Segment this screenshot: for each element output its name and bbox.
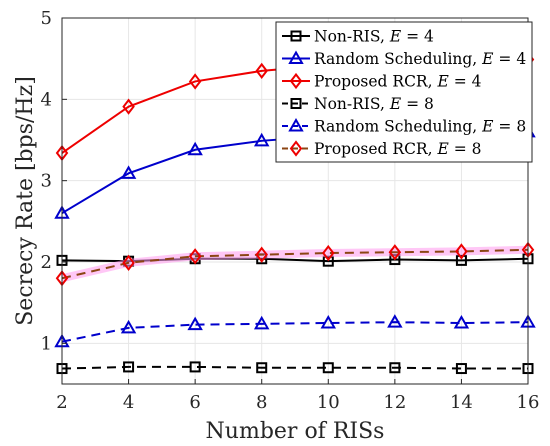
legend-label-var: E bbox=[389, 95, 402, 113]
legend-marker bbox=[288, 50, 304, 64]
series-line bbox=[61, 365, 528, 370]
legend-label-text: Proposed RCR, bbox=[314, 73, 437, 91]
legend-entry: Non-RIS, E = 8 bbox=[282, 95, 434, 113]
y-tick-label: 3 bbox=[41, 171, 52, 192]
data-point bbox=[188, 248, 202, 265]
x-axis-label: Number of RISs bbox=[206, 419, 385, 444]
data-point bbox=[253, 315, 270, 330]
legend-label-var: E bbox=[389, 28, 402, 46]
legend-label-var: E bbox=[436, 140, 449, 158]
legend-label-eq: = 8 bbox=[449, 140, 482, 158]
axes bbox=[61, 17, 529, 385]
data-point bbox=[320, 314, 337, 329]
legend-marker bbox=[289, 72, 303, 90]
plot-frame bbox=[61, 17, 529, 385]
data-point bbox=[455, 363, 467, 375]
data-point bbox=[120, 319, 137, 334]
y-tick-label: 1 bbox=[41, 333, 52, 354]
data-point bbox=[253, 132, 270, 147]
data-point bbox=[255, 62, 268, 80]
y-tick-label: 2 bbox=[41, 252, 52, 273]
data-point bbox=[122, 98, 135, 115]
legend-marker bbox=[290, 98, 302, 109]
data-point bbox=[189, 361, 201, 373]
x-tick-label: 10 bbox=[317, 392, 340, 413]
data-point bbox=[322, 244, 335, 262]
legend-label-text: Random Scheduling, bbox=[314, 118, 482, 136]
data-point bbox=[256, 362, 268, 374]
legend-label-eq: = 4 bbox=[494, 50, 527, 68]
y-axis-label: Secrecy Rate [bps/Hz] bbox=[13, 76, 38, 326]
data-point bbox=[389, 362, 401, 374]
legend-label: Non-RIS, E = 8 bbox=[314, 95, 434, 113]
data-point bbox=[388, 244, 402, 261]
legend-label: Random Scheduling, E = 4 bbox=[314, 50, 526, 68]
series-line bbox=[61, 248, 529, 280]
data-point bbox=[455, 254, 467, 266]
legend-label-var: E bbox=[481, 50, 494, 68]
legend-label-text: Non-RIS, bbox=[314, 95, 390, 113]
x-tick-label: 4 bbox=[123, 392, 134, 413]
x-tick-label: 2 bbox=[56, 392, 67, 413]
legend-entry: Non-RIS, E = 4 bbox=[282, 28, 434, 46]
data-point bbox=[387, 314, 403, 328]
data-point bbox=[187, 316, 203, 331]
legend-entry: Random Scheduling, E = 8 bbox=[282, 118, 526, 136]
x-tick-label: 6 bbox=[189, 392, 200, 413]
legend-box bbox=[275, 21, 533, 163]
data-point bbox=[123, 361, 135, 373]
legend-label: Proposed RCR, E = 8 bbox=[314, 140, 482, 158]
legend-label-var: E bbox=[481, 118, 494, 136]
legend-label-var: E bbox=[436, 73, 449, 91]
data-point bbox=[188, 73, 202, 90]
data-point bbox=[187, 141, 203, 156]
legend-marker bbox=[290, 30, 302, 42]
legend-label-text: Random Scheduling, bbox=[314, 50, 482, 68]
data-point bbox=[120, 165, 137, 179]
x-tick-label: 16 bbox=[517, 392, 540, 413]
legend-marker bbox=[289, 140, 303, 157]
y-tick-label: 5 bbox=[41, 8, 52, 29]
legend-label: Random Scheduling, E = 8 bbox=[314, 118, 526, 136]
x-tick-label: 14 bbox=[450, 392, 473, 413]
legend-entry: Proposed RCR, E = 8 bbox=[282, 140, 482, 158]
x-tick-label: 8 bbox=[256, 392, 267, 413]
legend-label-eq: = 4 bbox=[401, 28, 434, 46]
legend-label-text: Proposed RCR, bbox=[314, 140, 437, 158]
legend-label: Non-RIS, E = 4 bbox=[314, 28, 434, 46]
legend-label-eq: = 8 bbox=[494, 118, 527, 136]
data-point bbox=[255, 246, 268, 263]
legend-label-text: Non-RIS, bbox=[314, 28, 390, 46]
data-point bbox=[455, 243, 468, 260]
data-point bbox=[453, 314, 470, 329]
data-point bbox=[322, 362, 334, 374]
legend-marker bbox=[288, 117, 304, 132]
series-line bbox=[61, 321, 529, 343]
legend-label-eq: = 4 bbox=[449, 73, 482, 91]
legend-label-eq: = 8 bbox=[401, 95, 434, 113]
y-tick-label: 4 bbox=[41, 89, 52, 110]
legend-entry: Proposed RCR, E = 4 bbox=[282, 73, 482, 91]
legend-label: Proposed RCR, E = 4 bbox=[314, 73, 482, 91]
data-point bbox=[122, 254, 135, 271]
legend-entry: Random Scheduling, E = 4 bbox=[282, 50, 526, 68]
x-tick-label: 12 bbox=[383, 392, 406, 413]
